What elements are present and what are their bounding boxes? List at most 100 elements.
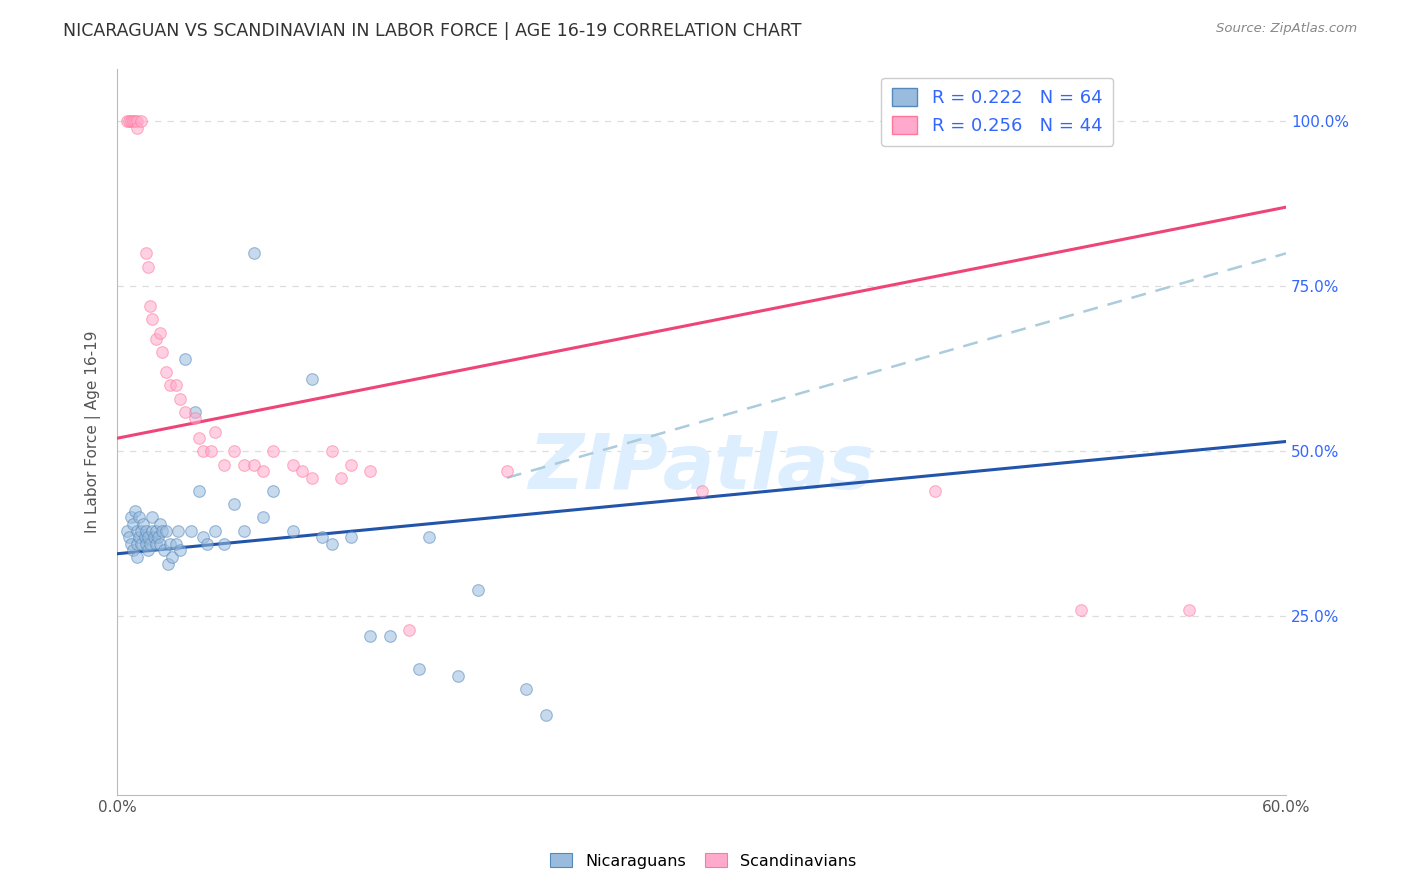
Point xyxy=(191,530,214,544)
Point xyxy=(148,530,170,544)
Point xyxy=(252,464,274,478)
Point xyxy=(169,543,191,558)
Point xyxy=(118,530,141,544)
Point xyxy=(141,510,163,524)
Point xyxy=(125,537,148,551)
Point xyxy=(690,483,713,498)
Point xyxy=(262,483,284,498)
Point xyxy=(121,114,143,128)
Point xyxy=(139,537,162,551)
Point xyxy=(120,114,142,128)
Point xyxy=(155,365,177,379)
Point xyxy=(128,530,150,544)
Text: ZIPatlas: ZIPatlas xyxy=(529,431,875,505)
Point xyxy=(156,557,179,571)
Point xyxy=(188,483,211,498)
Point xyxy=(252,510,274,524)
Point xyxy=(138,543,160,558)
Point xyxy=(224,497,246,511)
Point xyxy=(131,516,153,531)
Point xyxy=(214,537,236,551)
Point xyxy=(129,537,152,551)
Point xyxy=(124,114,146,128)
Point xyxy=(262,444,284,458)
Point xyxy=(120,510,142,524)
Point xyxy=(398,623,420,637)
Point xyxy=(129,114,152,128)
Point xyxy=(515,682,537,697)
Point xyxy=(141,312,163,326)
Point xyxy=(174,405,197,419)
Point xyxy=(129,524,152,538)
Point xyxy=(214,458,236,472)
Point xyxy=(135,246,157,260)
Point xyxy=(121,516,143,531)
Point xyxy=(159,537,181,551)
Point xyxy=(378,629,401,643)
Point xyxy=(121,543,143,558)
Point xyxy=(160,549,183,564)
Point xyxy=(120,537,142,551)
Point xyxy=(165,537,187,551)
Point xyxy=(138,260,160,274)
Point xyxy=(115,114,138,128)
Point xyxy=(138,530,160,544)
Point xyxy=(145,524,167,538)
Point xyxy=(1177,603,1199,617)
Point xyxy=(184,411,207,425)
Point xyxy=(495,464,517,478)
Point xyxy=(125,549,148,564)
Point xyxy=(204,425,226,439)
Text: Source: ZipAtlas.com: Source: ZipAtlas.com xyxy=(1216,22,1357,36)
Point xyxy=(139,299,162,313)
Point xyxy=(143,530,166,544)
Point xyxy=(188,431,211,445)
Point xyxy=(125,524,148,538)
Point xyxy=(242,246,264,260)
Point xyxy=(191,444,214,458)
Point xyxy=(224,444,246,458)
Point xyxy=(447,669,470,683)
Point xyxy=(340,458,363,472)
Point xyxy=(204,524,226,538)
Point xyxy=(124,504,146,518)
Point xyxy=(180,524,202,538)
Point xyxy=(125,120,148,135)
Point xyxy=(169,392,191,406)
Point xyxy=(321,444,343,458)
Point xyxy=(150,345,173,359)
Point xyxy=(924,483,946,498)
Point xyxy=(534,708,557,723)
Point xyxy=(149,537,172,551)
Point xyxy=(125,114,148,128)
Point xyxy=(232,458,254,472)
Point xyxy=(115,524,138,538)
Point xyxy=(174,351,197,366)
Point xyxy=(200,444,222,458)
Point xyxy=(145,332,167,346)
Point xyxy=(291,464,314,478)
Point xyxy=(360,629,382,643)
Point xyxy=(134,530,156,544)
Point xyxy=(155,524,177,538)
Point xyxy=(340,530,363,544)
Point xyxy=(418,530,440,544)
Y-axis label: In Labor Force | Age 16-19: In Labor Force | Age 16-19 xyxy=(86,330,101,533)
Point xyxy=(281,458,304,472)
Point xyxy=(301,372,323,386)
Point xyxy=(467,582,489,597)
Point xyxy=(141,524,163,538)
Point xyxy=(232,524,254,538)
Point xyxy=(145,537,167,551)
Point xyxy=(330,471,353,485)
Legend: Nicaraguans, Scandinavians: Nicaraguans, Scandinavians xyxy=(543,847,863,875)
Point xyxy=(408,662,430,676)
Point xyxy=(1070,603,1092,617)
Point xyxy=(135,537,157,551)
Legend: R = 0.222   N = 64, R = 0.256   N = 44: R = 0.222 N = 64, R = 0.256 N = 44 xyxy=(882,78,1114,146)
Point xyxy=(149,516,172,531)
Text: NICARAGUAN VS SCANDINAVIAN IN LABOR FORCE | AGE 16-19 CORRELATION CHART: NICARAGUAN VS SCANDINAVIAN IN LABOR FORC… xyxy=(63,22,801,40)
Point xyxy=(135,524,157,538)
Point xyxy=(118,114,141,128)
Point xyxy=(360,464,382,478)
